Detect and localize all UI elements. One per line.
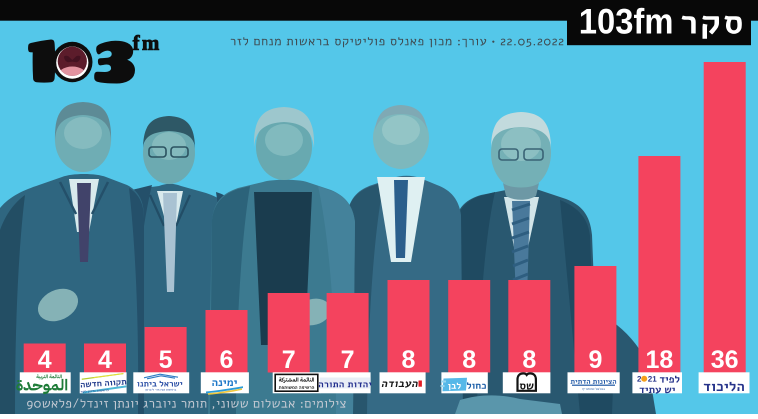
svg-text:5: 5 [159, 346, 173, 374]
svg-text:7: 7 [341, 346, 355, 374]
svg-text:7: 7 [282, 346, 296, 374]
svg-text:6: 6 [220, 346, 234, 374]
svg-text:18: 18 [645, 346, 673, 374]
svg-text:8: 8 [522, 346, 536, 374]
svg-text:9: 9 [588, 346, 602, 374]
svg-text:36: 36 [711, 346, 739, 374]
svg-text:8: 8 [462, 346, 476, 374]
svg-text:4: 4 [98, 346, 112, 374]
svg-text:4: 4 [38, 346, 52, 374]
svg-text:8: 8 [402, 346, 416, 374]
